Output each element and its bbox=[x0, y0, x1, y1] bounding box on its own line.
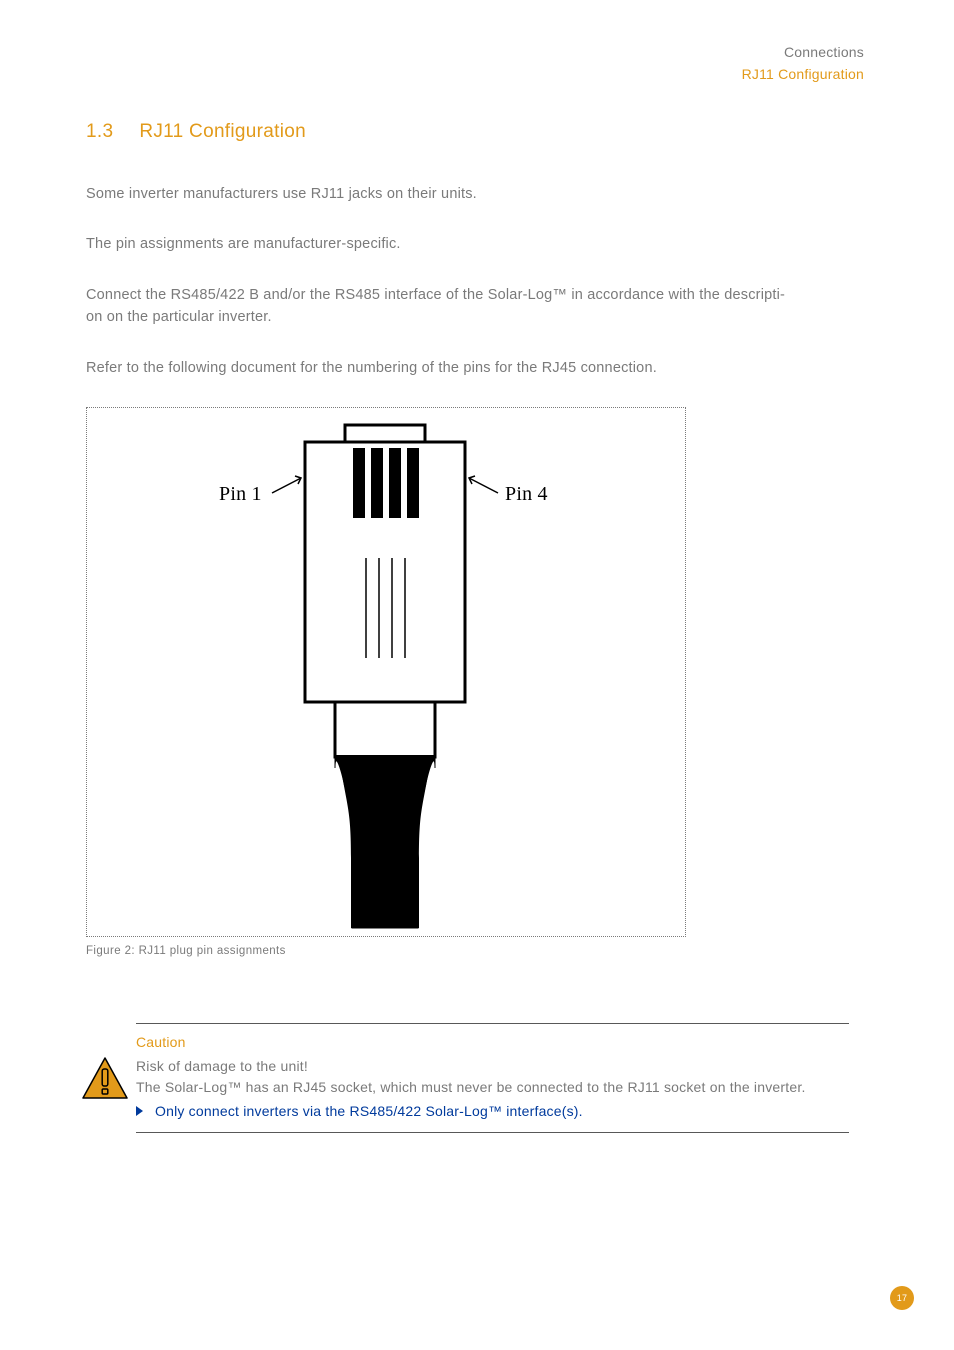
section-number: 1.3 bbox=[86, 121, 139, 142]
body-line: Connect the RS485/422 B and/or the RS485… bbox=[86, 287, 785, 303]
body-paragraph: Refer to the following document for the … bbox=[86, 357, 864, 379]
warning-icon bbox=[82, 1057, 128, 1106]
pin1-label: Pin 1 bbox=[219, 483, 262, 505]
header-section: RJ11 Configuration bbox=[86, 64, 864, 86]
body-paragraph: Some inverter manufacturers use RJ11 jac… bbox=[86, 183, 864, 205]
header-chapter: Connections bbox=[86, 42, 864, 64]
caution-action-text: Only connect inverters via the RS485/422… bbox=[155, 1103, 583, 1119]
page: Connections RJ11 Configuration 1.3RJ11 C… bbox=[0, 0, 954, 1350]
caution-block: Caution Risk of damage to the unit! The … bbox=[136, 1023, 864, 1133]
figure-rj11-plug: Pin 1 Pin 4 bbox=[86, 407, 686, 937]
caution-title: Caution bbox=[136, 1032, 849, 1054]
body-paragraph: The pin assignments are manufacturer-spe… bbox=[86, 233, 864, 255]
bullet-arrow-icon bbox=[136, 1106, 143, 1116]
section-heading: 1.3RJ11 Configuration bbox=[86, 117, 864, 146]
pin4-label: Pin 4 bbox=[505, 483, 548, 505]
body-paragraph: Connect the RS485/422 B and/or the RS485… bbox=[86, 284, 864, 329]
section-title: RJ11 Configuration bbox=[139, 121, 306, 142]
rj11-plug-diagram: Pin 1 Pin 4 bbox=[87, 408, 683, 934]
figure-caption: Figure 2: RJ11 plug pin assignments bbox=[86, 943, 864, 961]
running-header: Connections RJ11 Configuration bbox=[86, 42, 864, 85]
page-number-badge: 17 bbox=[890, 1286, 914, 1310]
caution-content: Caution Risk of damage to the unit! The … bbox=[136, 1023, 849, 1133]
caution-text-line: Risk of damage to the unit! bbox=[136, 1056, 849, 1078]
caution-action: Only connect inverters via the RS485/422… bbox=[136, 1101, 849, 1123]
caution-text-line: The Solar-Log™ has an RJ45 socket, which… bbox=[136, 1077, 849, 1099]
body-line: on on the particular inverter. bbox=[86, 309, 272, 325]
